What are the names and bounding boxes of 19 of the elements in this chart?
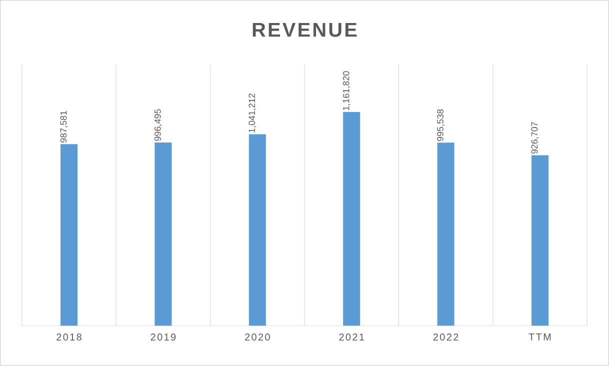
data-label: 996,495	[154, 109, 162, 141]
bar	[531, 155, 548, 326]
data-label: 1,161,820	[342, 71, 350, 110]
x-tick-label: 2022	[433, 334, 458, 341]
data-label: 987,581	[60, 110, 68, 143]
data-label: 926,707	[531, 122, 539, 154]
data-label: 1,041,212	[248, 94, 256, 132]
x-tick-label: 2021	[339, 334, 364, 341]
bar	[437, 142, 454, 326]
bar	[60, 144, 78, 326]
bar	[248, 134, 266, 326]
bar	[154, 142, 172, 326]
x-tick-label: 2018	[56, 334, 82, 341]
x-tick-label: TTM	[528, 334, 551, 340]
x-tick-label: 2019	[150, 334, 176, 341]
chart-title: REVENUE	[252, 23, 357, 37]
data-label: 995,538	[437, 109, 444, 142]
bar	[343, 112, 360, 326]
x-tick-label: 2020	[245, 334, 270, 341]
